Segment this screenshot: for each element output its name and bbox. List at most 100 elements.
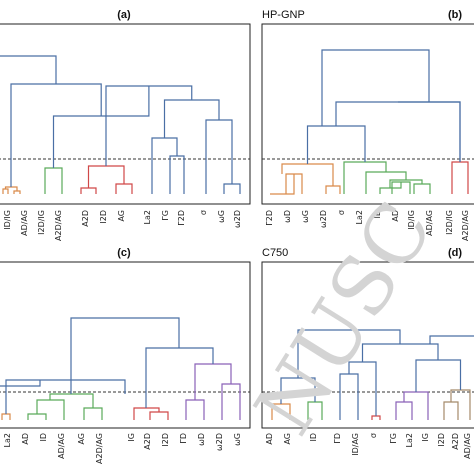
dendrogram-link (398, 101, 461, 162)
panel-a: (a) ID/IG AD/AG I2D/IG A2D/AG A2D I2D AG… (0, 9, 251, 241)
leaf-label: AD (21, 433, 30, 445)
leaf-label: A2D (81, 210, 90, 227)
leaf-label: La2 (355, 210, 364, 224)
dendrogram-link (13, 190, 21, 194)
leaf-label: ωG (217, 210, 226, 223)
leaf-label: AD/AG (425, 210, 434, 236)
panel-b-links (270, 49, 469, 195)
dendrogram-link (80, 187, 97, 194)
leaf-label: ID/IG (3, 210, 12, 230)
leaf-label: AG (283, 433, 292, 445)
leaf-label: AD/AG (57, 433, 66, 459)
leaf-label: I2D (161, 433, 170, 447)
dendrogram-link (145, 347, 214, 408)
dendrogram-link (115, 183, 133, 194)
dendrogram-link (270, 174, 295, 195)
dendrogram-link (27, 413, 47, 420)
leaf-label: A2D/AG (95, 433, 104, 464)
leaf-label: ID (309, 433, 318, 442)
dendrogram-link (371, 415, 381, 420)
dendrogram-link (0, 380, 41, 387)
dendrogram-link (223, 183, 241, 194)
dendrogram-link (281, 163, 334, 186)
leaf-label: La2 (143, 210, 152, 224)
panel-d-frame (261, 261, 474, 429)
leaf-label: ωD (283, 210, 292, 223)
leaf-label: ID (373, 210, 382, 219)
dendrogram-link (429, 335, 474, 344)
leaf-label: σ (199, 210, 208, 215)
panel-a-frame (0, 23, 251, 205)
leaf-label: IG (127, 433, 136, 442)
leaf-label: Γ2D (177, 210, 186, 226)
dendrogram-link (321, 49, 430, 126)
panel-a-links (0, 55, 241, 194)
dendrogram-link (0, 55, 57, 84)
leaf-label: ωG (301, 210, 310, 223)
leaf-label: La2 (405, 433, 414, 447)
dendrogram-link (163, 99, 220, 138)
dendrogram-link (185, 399, 205, 420)
leaf-label: σ (369, 433, 378, 438)
leaf-label: A2D/AG (54, 210, 63, 241)
leaf-label: A2D (451, 433, 460, 450)
panel-c-frame (0, 261, 251, 429)
dendrogram-link (149, 411, 169, 420)
panel-d-leaf-labels: AD AG ID ΓD ID/AG σ ΓG La2 IG I2D A2D AD… (265, 433, 472, 459)
dendrogram-link (403, 391, 429, 420)
leaf-label: ω2D (215, 433, 224, 451)
leaf-label: ID/IG (407, 210, 416, 230)
leaf-label: ω2D (319, 210, 328, 228)
dendrogram-link (49, 393, 94, 408)
panel-a-letter: (a) (117, 9, 131, 21)
leaf-label: ΓD (179, 433, 188, 444)
leaf-label: ΓD (333, 433, 342, 444)
leaf-label: I2D (437, 433, 446, 447)
panel-b-title: HP-GNP (262, 9, 305, 21)
leaf-label: A2D (143, 433, 152, 450)
dendrogram-link (395, 401, 413, 420)
panel-d: C750 (d) AD AG ID ΓD ID/AG σ ΓG La2 IG I… (261, 247, 474, 459)
leaf-label: IG (421, 433, 430, 442)
dendrogram-link (297, 329, 401, 378)
leaf-label: AG (77, 433, 86, 445)
leaf-label: La2 (3, 433, 12, 447)
dendrogram-link (306, 125, 366, 164)
panel-c-leaf-labels: La2 AD ID AD/AG AG A2D/AG IG A2D I2D ΓD … (3, 433, 242, 464)
dendrogram-link (194, 363, 232, 400)
dendrogram-link (415, 359, 462, 392)
leaf-label: σ (337, 210, 346, 215)
panel-d-letter: (d) (448, 247, 462, 259)
dendrogram-link (451, 161, 469, 194)
leaf-label: I2D (99, 210, 108, 224)
leaf-label: ID (39, 433, 48, 442)
dendrogram-link (1, 413, 11, 420)
dendrogram-link (413, 183, 431, 194)
dendrogram-link (10, 83, 102, 187)
dendrogram-link (70, 317, 180, 394)
dendrogram-link (205, 119, 233, 194)
dendrogram-link (443, 401, 459, 420)
leaf-label: I2D/IG (445, 210, 454, 235)
panel-c: (c) La2 AD ID AD/AG AG A2D/AG IG A2D I2D… (0, 247, 251, 464)
panel-d-title: C750 (262, 247, 288, 259)
leaf-label: ω2D (233, 210, 242, 228)
leaf-label: A2D/AG (461, 210, 470, 241)
leaf-label: AD/AG (463, 433, 472, 459)
dendrogram-link (36, 399, 65, 420)
leaf-label: ΓG (161, 210, 170, 221)
dendrogram-link (221, 383, 241, 420)
dendrogram-link (325, 185, 341, 194)
panel-b-letter: (b) (448, 9, 462, 21)
leaf-label: ωD (197, 433, 206, 446)
dendrogram-link (450, 389, 471, 420)
panel-b: HP-GNP (b) Γ2D ωD ωG ω2D σ La2 ID AD ID/… (261, 9, 474, 241)
panel-a-leaf-labels: ID/IG AD/AG I2D/IG A2D/AG A2D I2D AG La2… (3, 210, 242, 241)
leaf-label: AG (117, 210, 126, 222)
leaf-label: AD (265, 433, 274, 445)
leaf-label: ΓG (389, 433, 398, 444)
dendrogram-link (133, 407, 160, 420)
leaf-label: ID/AG (351, 433, 360, 456)
panel-d-links (271, 329, 474, 420)
